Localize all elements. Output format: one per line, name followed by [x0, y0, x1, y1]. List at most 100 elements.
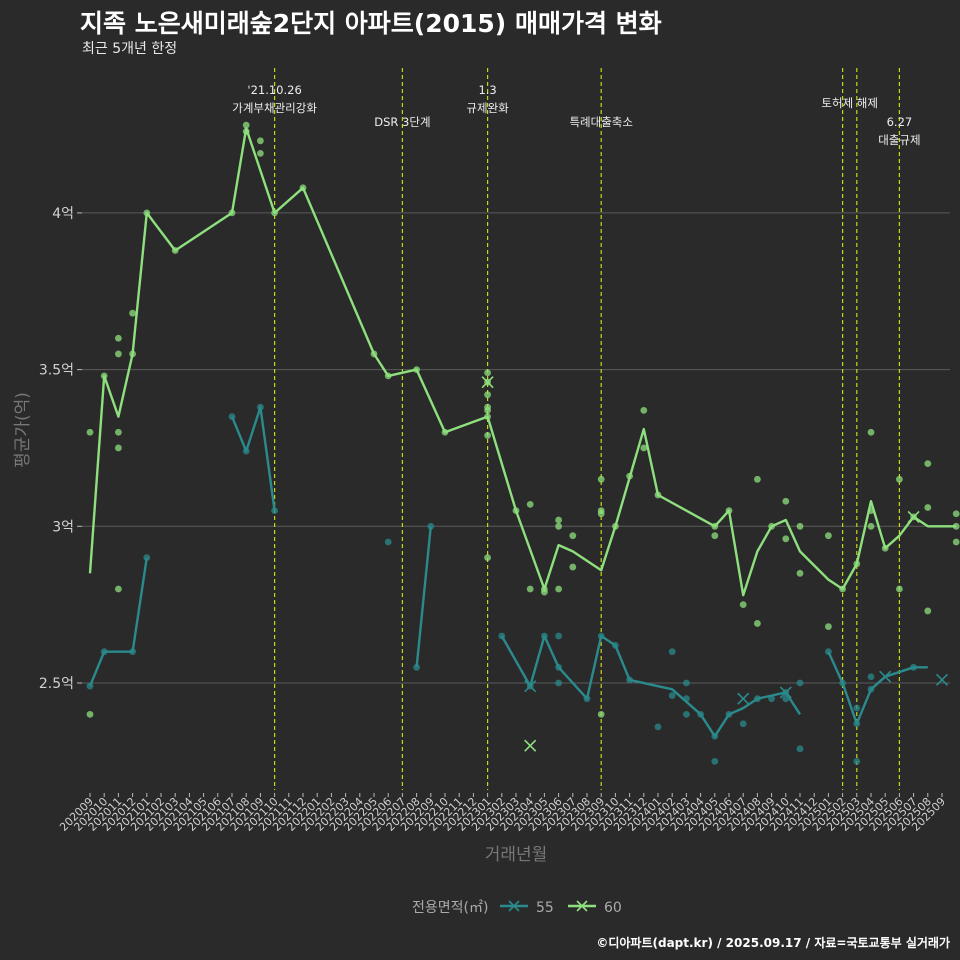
data-point-55 — [867, 685, 875, 693]
data-point-60 — [896, 585, 903, 593]
gridlines — [82, 212, 950, 684]
source-caption: ©디아파트(dapt.kr) / 2025.09.17 / 자료=국토교통부 실… — [596, 936, 950, 950]
data-point-55 — [541, 632, 548, 640]
data-point-55 — [242, 447, 250, 455]
data-point-60 — [512, 507, 520, 515]
event-label: '21.10.26 — [247, 83, 301, 97]
legend-title: 전용면적(㎡) — [412, 900, 488, 916]
data-point-55 — [384, 538, 392, 546]
data-point-55 — [597, 632, 605, 640]
y-tick-label: 3.5억 — [39, 363, 74, 379]
data-point-60 — [867, 507, 875, 515]
data-point-60 — [526, 500, 534, 508]
data-point-60 — [484, 391, 491, 399]
data-point-60 — [86, 710, 94, 718]
data-point-60 — [640, 444, 648, 452]
data-point-60 — [555, 522, 562, 530]
data-point-60 — [143, 209, 151, 217]
data-point-55 — [796, 679, 804, 687]
data-point-55 — [697, 710, 704, 718]
data-point-55 — [583, 695, 591, 703]
event-label: 가계부채관리강화 — [232, 101, 317, 115]
data-point-60 — [654, 491, 662, 499]
data-point-60 — [115, 334, 122, 342]
data-point-55 — [683, 695, 690, 703]
cross-marker-55 — [935, 673, 949, 686]
data-point-60 — [597, 510, 605, 518]
data-point-55 — [427, 522, 435, 530]
data-point-60 — [555, 585, 562, 593]
event-label: 대출규제 — [878, 133, 920, 147]
cross-marker-55 — [524, 680, 537, 693]
data-point-60 — [484, 406, 491, 414]
data-point-55 — [555, 663, 562, 671]
event-label: 특례대출축소 — [569, 115, 632, 129]
data-point-55 — [271, 507, 278, 515]
event-label: 1.3 — [478, 83, 496, 97]
data-point-60 — [924, 460, 932, 468]
data-point-60 — [257, 149, 264, 157]
data-point-60 — [115, 350, 122, 358]
data-point-60 — [171, 247, 179, 254]
data-point-60 — [115, 444, 122, 452]
data-point-60 — [782, 535, 790, 543]
data-point-60 — [569, 563, 577, 571]
data-point-60 — [597, 710, 605, 718]
data-point-60 — [924, 607, 932, 615]
legend-label-55: 55 — [536, 900, 554, 916]
data-point-55 — [668, 648, 676, 656]
data-point-60 — [370, 350, 378, 358]
data-point-55 — [839, 679, 846, 687]
data-point-60 — [228, 209, 236, 217]
data-point-60 — [711, 522, 719, 530]
data-point-60 — [739, 601, 747, 609]
series-line-55 — [88, 557, 148, 687]
data-point-55 — [853, 704, 861, 712]
data-point-55 — [853, 757, 861, 765]
cross-marker-55 — [737, 692, 750, 705]
data-point-55 — [711, 732, 719, 740]
cross-marker-60 — [524, 739, 537, 752]
data-point-55 — [555, 679, 562, 687]
data-point-60 — [725, 507, 733, 515]
series-line-60 — [88, 127, 957, 597]
event-label: DSR 3단계 — [374, 115, 430, 129]
data-point-60 — [825, 532, 832, 540]
y-tick-label: 4억 — [52, 206, 74, 222]
data-point-60 — [881, 544, 889, 552]
data-point-60 — [896, 475, 903, 483]
data-point-60 — [384, 372, 392, 380]
data-point-60 — [271, 209, 278, 217]
data-point-60 — [867, 522, 875, 530]
data-point-60 — [952, 538, 960, 546]
data-point-55 — [612, 641, 619, 649]
data-point-60 — [782, 497, 790, 505]
legend: 전용면적(㎡) 55 60 — [412, 900, 622, 916]
event-label: 토허제 해제 — [821, 96, 878, 110]
data-point-55 — [654, 723, 662, 731]
data-point-60 — [853, 560, 861, 568]
cross-marker-55 — [779, 686, 792, 699]
data-point-60 — [413, 366, 420, 373]
data-point-55 — [683, 679, 690, 687]
data-point-60 — [640, 406, 648, 414]
data-point-60 — [115, 428, 122, 436]
data-point-60 — [952, 522, 960, 530]
data-point-55 — [228, 413, 236, 421]
data-point-60 — [484, 369, 491, 377]
data-point-55 — [498, 632, 506, 640]
series-line-55 — [827, 651, 928, 725]
data-point-55 — [626, 676, 633, 684]
data-point-60 — [839, 585, 846, 593]
data-point-55 — [143, 554, 151, 562]
data-point-55 — [867, 673, 875, 681]
data-point-60 — [129, 309, 137, 317]
series-line-55 — [415, 526, 432, 668]
data-point-60 — [825, 623, 832, 630]
data-point-60 — [257, 137, 264, 145]
data-point-55 — [555, 632, 562, 640]
data-point-55 — [754, 695, 761, 703]
data-point-60 — [867, 428, 875, 436]
data-point-55 — [825, 648, 832, 656]
